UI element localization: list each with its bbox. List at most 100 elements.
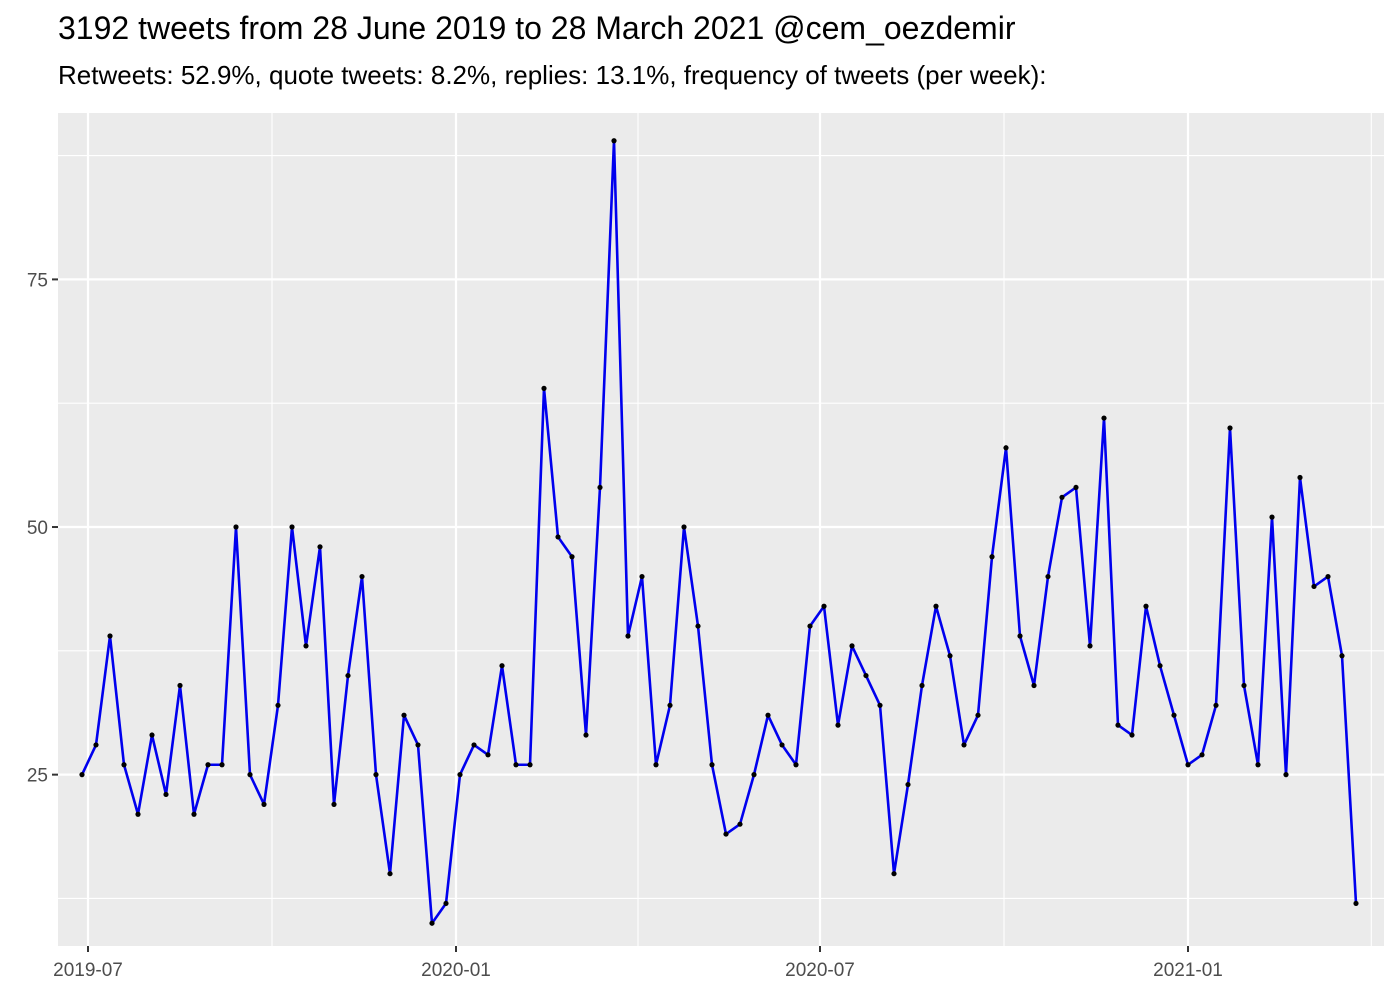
data-point [835, 722, 841, 728]
data-point [1101, 415, 1107, 421]
data-point [1157, 663, 1163, 669]
data-point [905, 781, 911, 788]
data-point [891, 871, 897, 877]
data-point [233, 524, 239, 530]
data-point [373, 772, 379, 778]
data-point [1017, 633, 1023, 639]
data-point [1269, 514, 1275, 520]
data-point [191, 811, 197, 817]
data-point [695, 623, 701, 629]
data-point [541, 385, 547, 391]
chart-subtitle: Retweets: 52.9%, quote tweets: 8.2%, rep… [58, 60, 1047, 90]
data-point [79, 772, 85, 778]
data-point [625, 633, 631, 639]
data-point [247, 772, 253, 778]
data-point [317, 544, 323, 550]
data-point [1199, 752, 1205, 758]
data-point [919, 682, 925, 689]
data-point [667, 702, 673, 708]
data-point [779, 742, 785, 748]
data-point [751, 772, 757, 778]
data-point [1339, 653, 1345, 659]
data-point [709, 762, 715, 768]
data-point [289, 524, 295, 530]
data-point [723, 831, 729, 837]
data-point [1171, 712, 1177, 718]
data-point [583, 732, 589, 738]
data-point [1059, 494, 1065, 500]
data-point [1297, 474, 1303, 481]
data-point [569, 554, 575, 560]
data-point [527, 762, 533, 768]
data-point [303, 643, 309, 649]
x-tick-label: 2020-07 [785, 960, 855, 981]
data-point [135, 811, 141, 817]
data-point [555, 534, 561, 540]
data-point [205, 762, 211, 768]
data-point [163, 791, 169, 798]
data-point [415, 742, 421, 748]
y-tick-label: 75 [27, 270, 48, 291]
x-tick-label: 2020-01 [421, 960, 491, 981]
data-point [1227, 425, 1233, 431]
data-point [471, 742, 477, 748]
data-point [499, 663, 505, 669]
data-point [177, 682, 183, 689]
data-point [1031, 682, 1037, 689]
data-point [1087, 643, 1093, 649]
data-point [947, 653, 953, 659]
data-point [443, 900, 449, 907]
data-point [513, 762, 519, 768]
data-point [653, 762, 659, 768]
data-point [121, 762, 127, 768]
plot-panel [58, 113, 1384, 946]
data-point [975, 712, 981, 718]
data-point [345, 672, 351, 679]
data-point [387, 871, 393, 877]
data-point [737, 821, 743, 827]
data-point [401, 712, 407, 718]
data-point [219, 762, 225, 768]
data-point [807, 623, 813, 629]
data-point [429, 920, 435, 926]
data-point [611, 138, 617, 144]
data-point [639, 573, 645, 580]
data-point [1143, 603, 1149, 609]
data-point [597, 484, 603, 491]
x-tick-label: 2019-07 [53, 960, 123, 981]
data-point [1255, 762, 1261, 768]
data-point [107, 633, 113, 639]
data-point [485, 752, 491, 758]
data-point [849, 643, 855, 649]
data-point [1213, 702, 1219, 708]
y-tick-label: 25 [27, 766, 48, 787]
data-point [1045, 573, 1051, 580]
y-tick-label: 50 [27, 518, 48, 539]
data-point [1115, 722, 1121, 728]
data-point [877, 702, 883, 708]
data-point [821, 603, 827, 609]
data-point [359, 573, 365, 580]
data-point [989, 554, 995, 560]
data-point [1241, 682, 1247, 689]
data-point [793, 762, 799, 768]
chart-title: 3192 tweets from 28 June 2019 to 28 Marc… [58, 10, 1016, 46]
data-point [261, 801, 267, 807]
data-point [765, 712, 771, 718]
data-point [1003, 445, 1009, 451]
data-point [275, 702, 281, 708]
data-point [1185, 762, 1191, 768]
data-point [1073, 484, 1079, 491]
data-point [681, 524, 687, 530]
data-point [1311, 583, 1317, 590]
data-point [1283, 772, 1289, 778]
data-point [961, 742, 967, 748]
data-point [149, 732, 155, 738]
data-point [93, 742, 99, 748]
data-point [1325, 573, 1331, 580]
data-point [1129, 732, 1135, 738]
data-point [1353, 900, 1359, 907]
data-point [457, 772, 463, 778]
